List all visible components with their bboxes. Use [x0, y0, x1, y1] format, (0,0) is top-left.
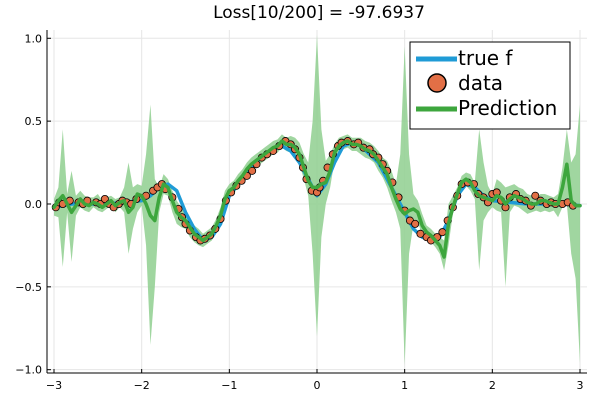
data-point: [531, 191, 540, 200]
prediction-line: [52, 139, 582, 259]
legend-label: Prediction: [458, 96, 557, 120]
y-tick-label: −0.5: [15, 281, 42, 294]
y-tick-label: −1.0: [15, 364, 42, 377]
x-tick-label: 3: [576, 379, 583, 392]
x-tick-label: −1: [221, 379, 237, 392]
y-tick-label: 1.0: [25, 32, 43, 45]
legend-data-swatch: [427, 73, 447, 93]
legend-label: data: [458, 71, 503, 95]
x-tick-label: 1: [401, 379, 408, 392]
chart-title: Loss[10/200] = -97.6937: [213, 3, 425, 23]
y-tick-label: 0.5: [25, 115, 43, 128]
x-tick-label: −3: [46, 379, 62, 392]
data-point: [438, 228, 447, 237]
prediction-uncertainty-band: [54, 34, 580, 365]
x-tick-label: 0: [314, 379, 321, 392]
x-tick-label: −2: [134, 379, 150, 392]
data-point: [248, 166, 257, 175]
data-point: [411, 219, 420, 228]
x-tick-label: 2: [489, 379, 496, 392]
data-point: [416, 229, 425, 238]
y-tick-label: 0.0: [25, 198, 43, 211]
legend-label: true f: [458, 46, 513, 70]
data-point: [100, 195, 109, 204]
